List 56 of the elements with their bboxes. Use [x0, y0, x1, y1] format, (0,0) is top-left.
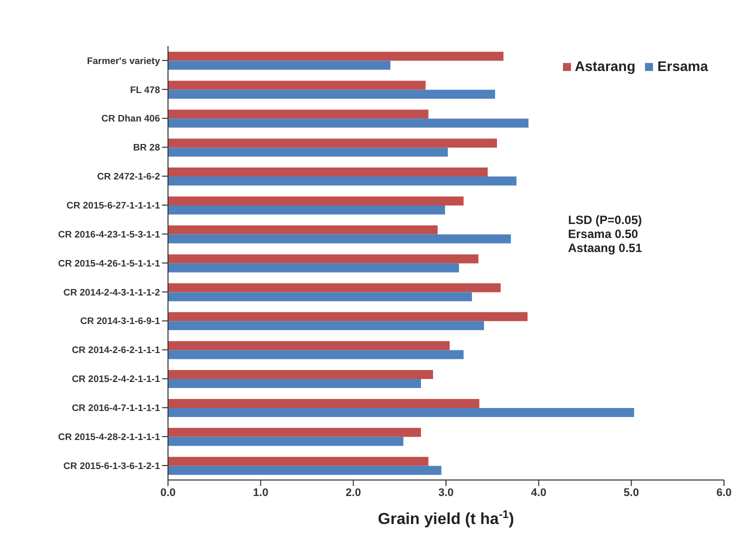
- bar: [168, 312, 528, 322]
- bar: [168, 60, 390, 70]
- x-axis-title: Grain yield (t ha$^{-1}$): [378, 509, 514, 528]
- bar: [168, 379, 421, 388]
- y-tick-label: FL 478: [130, 84, 160, 96]
- bar: [168, 408, 634, 417]
- bar: [168, 148, 448, 157]
- x-tick-label: 0.0: [160, 486, 176, 499]
- bar: [168, 321, 484, 330]
- legend-label: Ersama: [657, 58, 708, 74]
- x-tick-label: 4.0: [531, 486, 546, 499]
- x-tick-label: 1.0: [253, 486, 268, 499]
- bar: [168, 283, 501, 292]
- x-tick-label: 3.0: [438, 486, 454, 499]
- bar: [168, 370, 434, 380]
- bar: [168, 428, 421, 437]
- bar: [168, 138, 497, 148]
- bar: [168, 341, 450, 350]
- y-tick-label: CR 2015-6-1-3-6-1-2-1: [63, 460, 161, 472]
- y-tick-label: CR 2015-2-4-2-1-1-1: [72, 374, 161, 386]
- bar: [168, 263, 459, 272]
- x-tick-label: 6.0: [716, 486, 732, 499]
- y-tick-label: CR 2015-6-27-1-1-1-1: [66, 200, 161, 212]
- y-tick-label: Farmer's variety: [86, 56, 161, 67]
- bar: [168, 436, 404, 446]
- y-tick-label: CR 2014-2-4-3-1-1-1-2: [63, 287, 160, 298]
- bar: [168, 292, 472, 302]
- bar: [168, 350, 464, 360]
- y-tick-label: CR 2014-2-6-2-1-1-1: [72, 345, 161, 356]
- bar: [168, 196, 464, 206]
- bar: [168, 225, 438, 234]
- y-tick-label: CR 2472-1-6-2: [97, 172, 160, 183]
- bar: [168, 398, 480, 408]
- y-tick-label: CR 2016-4-7-1-1-1-1: [72, 403, 161, 414]
- bar: [168, 168, 488, 177]
- x-tick-label: 5.0: [624, 486, 639, 499]
- bar: [168, 80, 426, 90]
- y-tick-label: CR Dhan 406: [101, 114, 160, 125]
- bar: [168, 90, 496, 99]
- y-tick-label: CR 2014-3-1-6-9-1: [80, 316, 161, 328]
- bar: [168, 118, 528, 128]
- lsd-note: LSD (P=0.05) Ersama 0.50 Astaang 0.51: [568, 213, 642, 255]
- y-tick-label: BR 28: [133, 142, 160, 154]
- y-tick-label: CR 2015-4-28-2-1-1-1-1: [58, 432, 161, 443]
- bar: [168, 205, 446, 214]
- bar: [168, 110, 428, 119]
- bar: [168, 52, 504, 61]
- bar: [168, 176, 516, 186]
- bar: [168, 234, 511, 244]
- y-tick-label: CR 2015-4-26-1-5-1-1-1: [58, 258, 161, 270]
- bar: [168, 254, 478, 264]
- y-tick-label: CR 2016-4-23-1-5-3-1-1: [58, 229, 161, 240]
- legend-label: Astarang: [574, 58, 636, 74]
- bar: [168, 466, 442, 475]
- x-tick-label: 2.0: [346, 486, 361, 499]
- bar: [168, 456, 428, 466]
